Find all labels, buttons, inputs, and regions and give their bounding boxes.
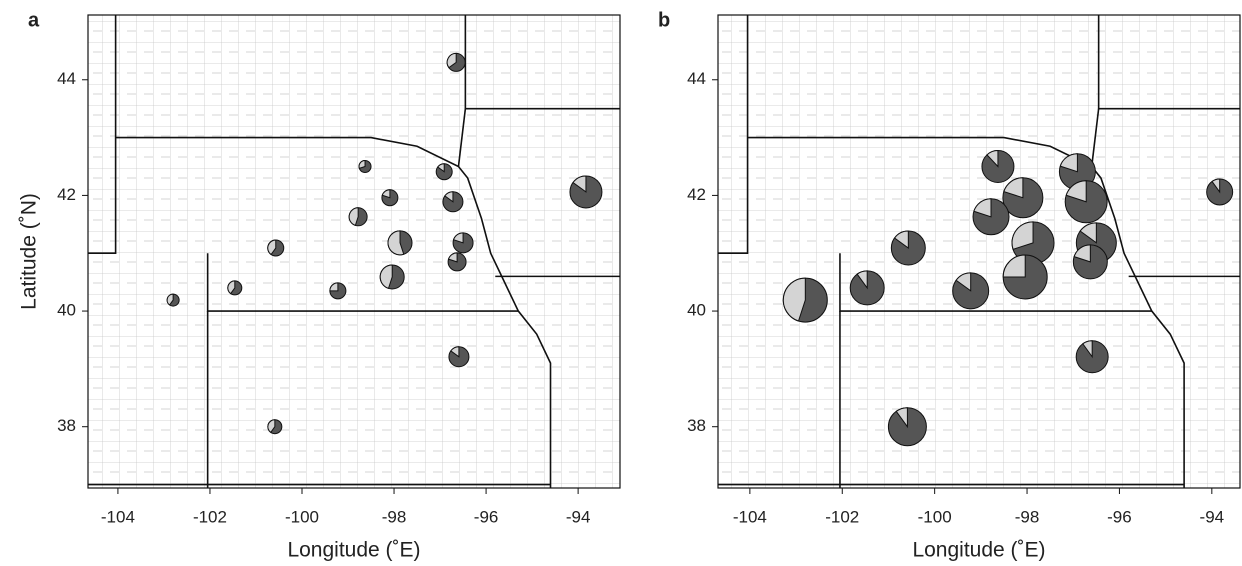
pie-light (1079, 222, 1097, 244)
pie-light (782, 277, 806, 322)
pie-light (437, 163, 445, 173)
state-border (115, 136, 552, 488)
pie-light (1002, 254, 1026, 278)
x-axis-label: Longitude (˚E) (912, 539, 1045, 562)
y-tick-label: 44 (57, 69, 76, 88)
pie-light (348, 207, 359, 226)
pie-light (447, 252, 458, 263)
y-tick-label: 40 (687, 301, 706, 320)
state-border (1090, 108, 1100, 167)
x-tick-label: -100 (285, 507, 319, 526)
x-tick-label: -98 (1015, 507, 1040, 526)
county-lines (88, 15, 620, 488)
pie-light (973, 198, 992, 218)
state-border (747, 136, 1185, 488)
pie-light (1003, 177, 1024, 199)
pie-light (986, 149, 999, 168)
frame (717, 14, 1241, 489)
x-axis-label: Longitude (˚E) (287, 539, 420, 562)
county-lines (718, 15, 1240, 488)
pie-light (1065, 180, 1087, 203)
pie-light (572, 175, 587, 193)
pie-light (379, 264, 393, 289)
x-tick-label: -98 (382, 507, 407, 526)
pie-light (1011, 221, 1034, 250)
x-tick-label: -96 (1107, 507, 1132, 526)
pie-light (1059, 153, 1078, 173)
state-border (88, 15, 117, 255)
pie-light (329, 282, 339, 292)
y-tick-label: 40 (57, 301, 76, 320)
map-panel: -104 -102 -100 -98 -96 -94 38 40 42 44 b Longitude … (658, 9, 1241, 562)
map-layer (88, 15, 620, 488)
panel-label: b (658, 9, 670, 31)
panel-label: a (28, 9, 40, 31)
pie-light (895, 407, 908, 429)
state-border (457, 108, 467, 167)
pie-light (446, 52, 457, 69)
pie-light (358, 159, 366, 169)
pie-light (1211, 178, 1221, 194)
x-tick-label: -96 (474, 507, 499, 526)
state-border (718, 15, 749, 255)
pie-light (1082, 340, 1093, 359)
y-tick-label: 42 (57, 185, 76, 204)
pie-light (166, 293, 174, 306)
pie-light (227, 280, 236, 295)
x-tick-label: -102 (193, 507, 227, 526)
map-panel: -104 -102 -100 -98 -96 -94 38 40 42 44 a Longitude … (18, 9, 621, 562)
pie-light (856, 270, 868, 290)
y-axis-label: Latitude (˚N) (18, 193, 41, 310)
pie-light (444, 191, 454, 203)
map-layer (718, 15, 1240, 488)
pie-light (1073, 244, 1091, 263)
y-tick-label: 38 (57, 416, 76, 435)
pie-light (267, 239, 277, 256)
pie-light (387, 230, 405, 256)
x-tick-label: -94 (1200, 507, 1225, 526)
y-tick-label: 38 (687, 416, 706, 435)
pie-light (381, 189, 391, 199)
x-tick-label: -100 (918, 507, 952, 526)
pie-light (893, 230, 909, 250)
pie-light (267, 419, 276, 434)
x-tick-label: -102 (825, 507, 859, 526)
pie-light (955, 272, 972, 292)
y-tick-label: 44 (687, 69, 706, 88)
y-tick-label: 42 (687, 185, 706, 204)
frame (87, 14, 621, 489)
x-tick-label: -94 (566, 507, 591, 526)
x-tick-label: -104 (101, 507, 135, 526)
pie-light (452, 232, 464, 244)
x-tick-label: -104 (733, 507, 767, 526)
pie-light (450, 346, 460, 358)
